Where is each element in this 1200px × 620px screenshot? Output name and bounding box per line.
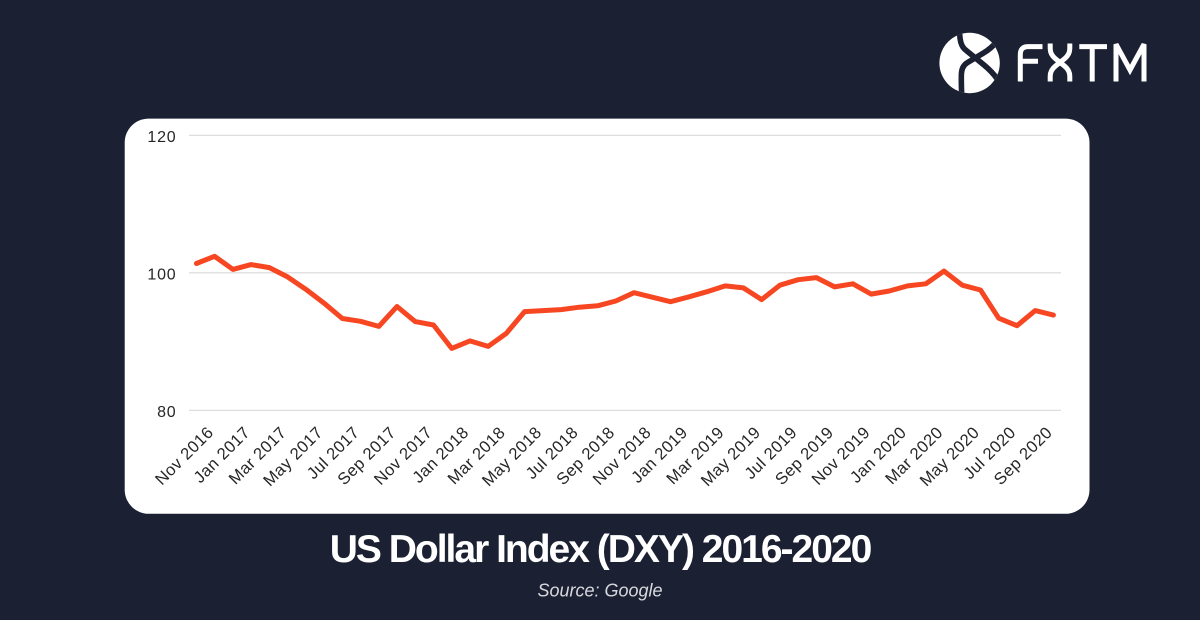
svg-text:120: 120	[147, 129, 176, 146]
svg-text:US Dollar Index (DXY) 2016-202: US Dollar Index (DXY) 2016-2020	[330, 528, 872, 571]
svg-text:Source: Google: Source: Google	[537, 581, 662, 601]
svg-text:80: 80	[157, 404, 176, 421]
svg-text:100: 100	[147, 266, 176, 283]
